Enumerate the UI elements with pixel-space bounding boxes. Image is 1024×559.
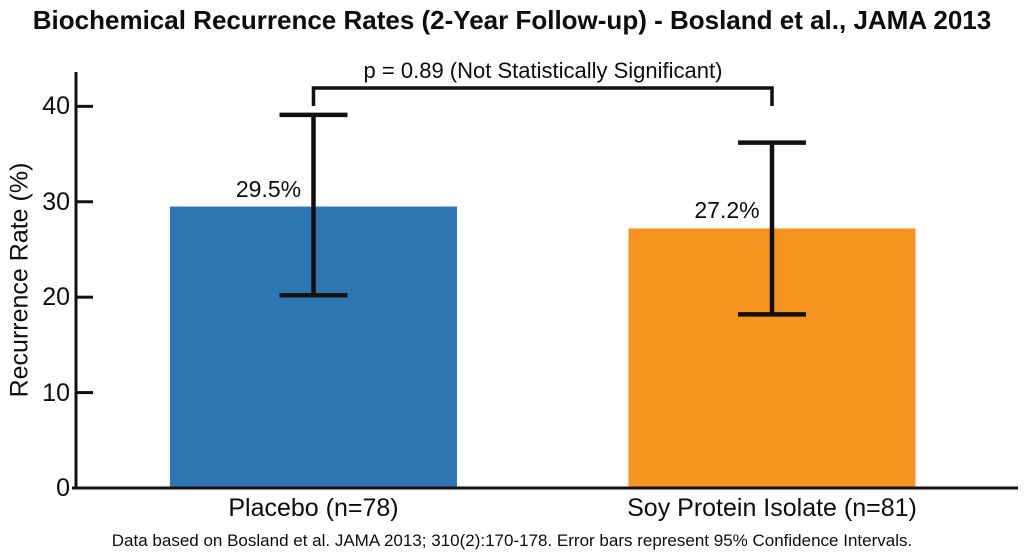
significance-bracket bbox=[311, 86, 774, 106]
footnote: Data based on Bosland et al. JAMA 2013; … bbox=[111, 531, 913, 550]
y-tick-label: 0 bbox=[56, 474, 70, 502]
x-tick-label: Soy Protein Isolate (n=81) bbox=[627, 494, 917, 522]
y-tick-label: 20 bbox=[42, 283, 70, 312]
chart-title: Biochemical Recurrence Rates (2-Year Fol… bbox=[32, 5, 992, 35]
y-tick-label: 10 bbox=[42, 378, 70, 407]
y-tick-label: 40 bbox=[42, 92, 70, 121]
x-tick-label: Placebo (n=78) bbox=[228, 494, 399, 522]
significance-label: p = 0.89 (Not Statistically Significant) bbox=[363, 58, 723, 83]
bar-value-label: 27.2% bbox=[694, 197, 760, 224]
bar-value-label: 29.5% bbox=[235, 175, 302, 202]
y-tick-label: 30 bbox=[42, 187, 70, 216]
